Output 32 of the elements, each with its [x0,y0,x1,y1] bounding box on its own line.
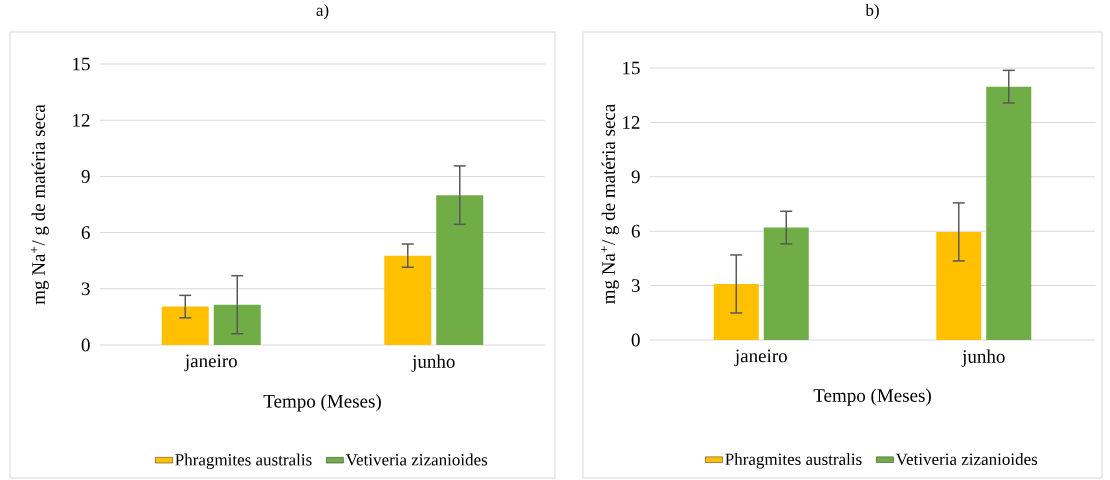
bar [936,231,982,340]
y-tick-label: 12 [623,116,640,129]
y-tick-label: 6 [81,226,90,239]
y-tick-label: 0 [81,338,90,352]
chart-title: a) [316,3,329,20]
bar [384,255,432,345]
legend-label: Vetiveria zizanioides [895,453,1038,466]
legend-label: Phragmites australis [175,453,312,470]
x-axis-title: Tempo (Meses) [813,388,931,406]
y-tick-label: 3 [631,279,640,292]
y-tick-label: 15 [73,57,90,71]
y-tick-label: 15 [623,61,640,75]
y-tick-label: 9 [631,170,640,184]
y-tick-label: 6 [631,224,640,238]
chart-title: b) [865,3,879,20]
bar [161,306,209,345]
x-tick-label: junho [961,349,1005,367]
x-tick-label: janeiro [734,349,787,367]
x-axis-title: Tempo (Meses) [263,394,381,412]
y-tick-label: 3 [81,282,90,296]
y-tick-label: 9 [81,170,90,183]
bar [986,86,1032,340]
y-tick-label: 0 [631,333,640,347]
y-tick-label: 12 [73,113,90,127]
legend-label: Vetiveria zizanioides [345,453,488,466]
x-tick-label: janeiro [184,354,237,372]
bar [763,227,809,340]
legend-label: Phragmites australis [725,453,862,469]
y-axis-title: mg Na$^{+}$/ g de matéria seca [601,103,619,304]
x-tick-label: junho [411,354,455,372]
y-axis-title: mg Na$^{+}$/ g de matéria seca [30,104,49,305]
bar [436,195,484,345]
